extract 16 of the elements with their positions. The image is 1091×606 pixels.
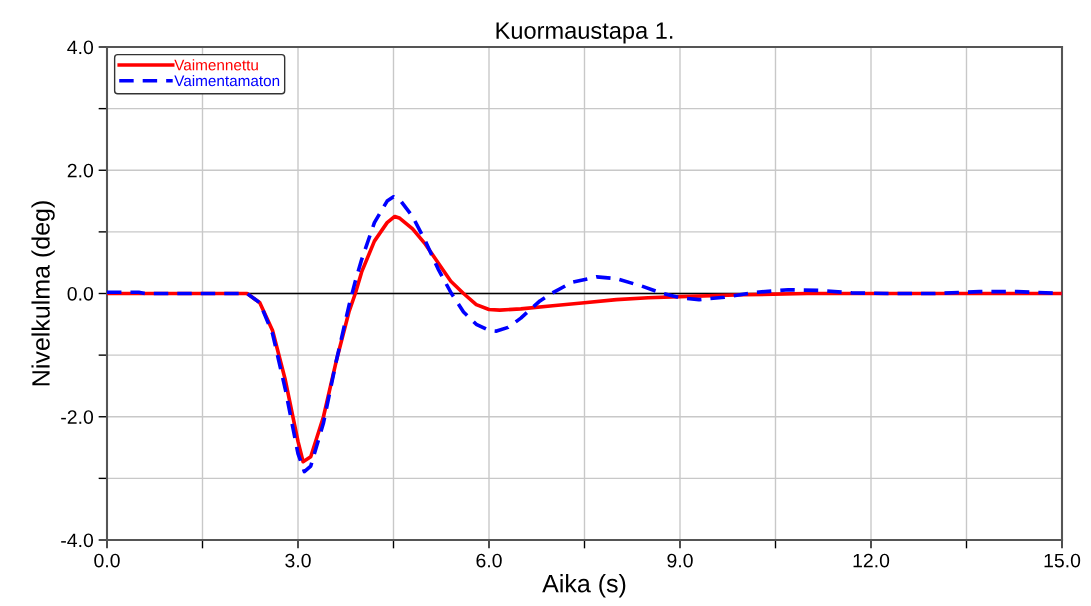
x-tick-label: 3.0: [285, 553, 311, 568]
x-tick-label: 15.0: [1044, 553, 1081, 568]
chart-title: Kuormaustapa 1.: [496, 22, 673, 44]
legend-label: Vaimennettu: [174, 59, 258, 71]
y-tick-label: 0.0: [67, 286, 94, 301]
y-tick-label: -2.0: [61, 410, 94, 424]
x-tick-label: 0.0: [94, 553, 120, 568]
x-tick-label: 9.0: [667, 553, 693, 568]
x-axis-title: Aika (s): [542, 574, 626, 598]
x-tick-label: 6.0: [476, 553, 502, 568]
y-tick-label: 2.0: [67, 163, 94, 178]
legend-label: Vaimentamaton: [174, 74, 280, 87]
y-tick-label: 4.0: [67, 40, 94, 55]
y-axis-title: Nivelkulma (deg): [31, 201, 55, 386]
y-tick-label: -4.0: [61, 533, 94, 548]
x-tick-label: 12.0: [853, 553, 890, 568]
